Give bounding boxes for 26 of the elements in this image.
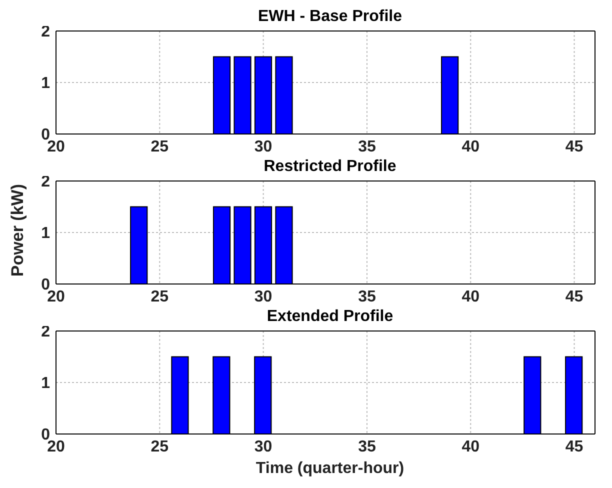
x-tick-label: 40 [462,138,480,156]
x-tick-label: 20 [47,438,65,456]
x-tick-label: 40 [462,288,480,306]
x-tick-label: 45 [565,438,584,456]
x-tick-label: 25 [150,288,169,306]
chart-title: EWH - Base Profile [256,8,404,26]
y-tick-label: 1 [41,75,50,92]
x-tick-label: 30 [254,438,272,456]
x-tick-label: 25 [150,438,169,456]
x-tick-label: 35 [358,438,376,456]
x-tick-label: 45 [565,138,584,156]
x-tick-label: 35 [358,138,376,156]
x-axis-title: Time (quarter-hour) [254,459,406,479]
x-tick-label: 40 [462,438,480,456]
y-tick-label: 1 [41,225,50,242]
y-axis-title: Power (kW) [8,184,28,276]
chart-title: Restricted Profile [262,158,398,176]
x-tick-label: 25 [150,138,169,156]
x-tick-label: 30 [254,288,272,306]
x-tick-label: 45 [565,288,584,306]
x-tick-label: 20 [47,288,65,306]
y-tick-label: 1 [41,375,50,392]
x-tick-label: 20 [47,138,65,156]
x-tick-label: 30 [254,138,272,156]
chart-title: Extended Profile [266,308,394,326]
x-tick-label: 35 [358,288,376,306]
